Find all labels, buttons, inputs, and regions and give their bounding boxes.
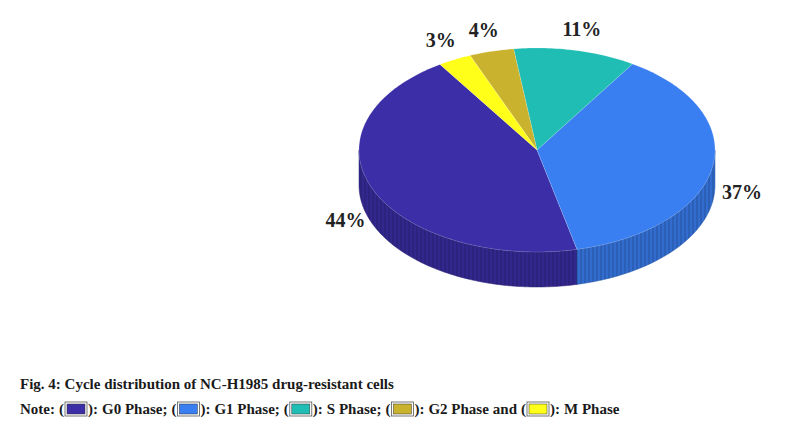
legend-swatch xyxy=(179,404,197,414)
note-bracket: ( xyxy=(385,401,390,418)
data-label: 11% xyxy=(562,18,601,40)
note-separator: ; xyxy=(376,401,381,417)
data-label: 4% xyxy=(469,19,499,41)
data-labels: 44% 37% 11% 4% 3% xyxy=(326,18,763,231)
note-separator: ; xyxy=(162,401,167,417)
chart: 44% 37% 11% 4% 3% Fig. 4: Cycle distribution … xyxy=(0,0,787,428)
note-separator: and xyxy=(493,401,518,417)
note-bracket: ): xyxy=(313,401,323,418)
legend-swatch-frame xyxy=(391,402,413,416)
pie-tops xyxy=(359,48,715,252)
legend-swatch-frame xyxy=(527,402,549,416)
note-bracket: ): xyxy=(550,401,560,418)
legend-swatch-frame xyxy=(177,402,199,416)
note-separator: ; xyxy=(275,401,280,417)
legend-swatch xyxy=(67,404,85,414)
legend-swatch xyxy=(292,404,310,414)
legend-label: G0 Phase xyxy=(102,401,163,417)
note-label: Note: xyxy=(20,401,55,417)
note-bracket: ): xyxy=(88,401,98,418)
pie-slice xyxy=(440,55,537,150)
legend-swatch-frame xyxy=(65,402,87,416)
legend-label: G1 Phase xyxy=(214,401,275,417)
note-bracket: ( xyxy=(521,401,526,418)
legend-label: M Phase xyxy=(564,401,620,417)
legend-swatch xyxy=(529,404,547,414)
note-bracket: ( xyxy=(59,401,64,418)
note-bracket: ( xyxy=(171,401,176,418)
data-label: 3% xyxy=(426,29,456,51)
data-label: 44% xyxy=(326,209,366,231)
legend: Note:():G0 Phase;():G1 Phase;():S Phase;… xyxy=(20,401,620,418)
legend-label: G2 Phase xyxy=(428,401,489,417)
legend-swatch-frame xyxy=(290,402,312,416)
note-bracket: ): xyxy=(200,401,210,418)
legend-swatch xyxy=(393,404,411,414)
note-bracket: ): xyxy=(414,401,424,418)
legend-label: S Phase xyxy=(327,401,377,417)
data-label: 37% xyxy=(722,181,762,203)
note-bracket: ( xyxy=(284,401,289,418)
title: Fig. 4: Cycle distribution of NC-H1985 d… xyxy=(20,376,394,392)
